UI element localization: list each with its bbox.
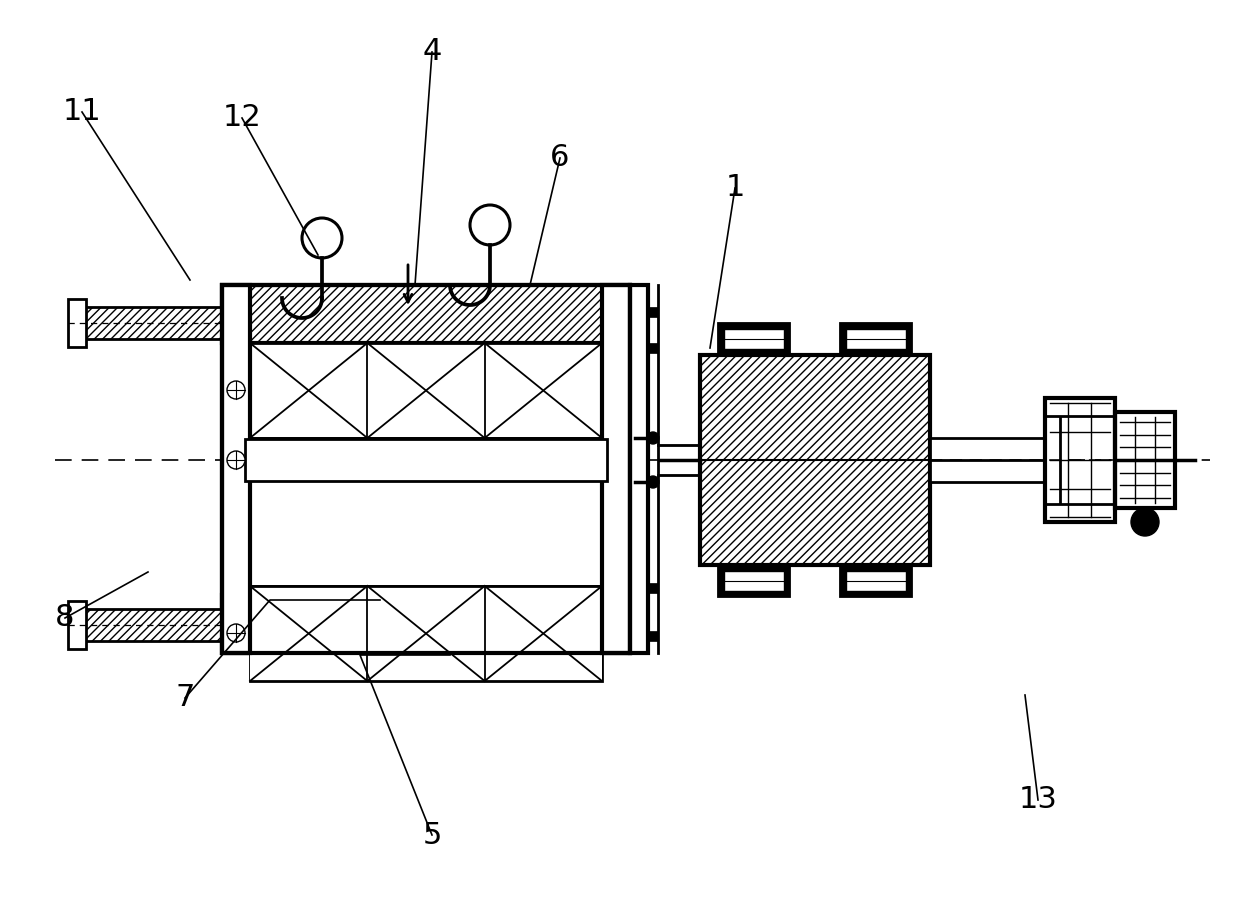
Bar (630, 285, 649, 653)
Circle shape (227, 381, 246, 399)
Bar (930, 438, 1045, 482)
Polygon shape (367, 343, 427, 438)
Bar (250, 586, 601, 681)
Circle shape (647, 432, 658, 444)
Bar (1045, 398, 1115, 522)
Bar (222, 285, 250, 653)
Bar (222, 595, 630, 653)
Bar (68, 601, 86, 649)
Text: 5: 5 (423, 821, 441, 849)
Polygon shape (427, 343, 485, 438)
Bar (601, 285, 630, 653)
Bar (69, 307, 222, 339)
Text: 13: 13 (1018, 786, 1058, 814)
Bar (724, 329, 784, 349)
Polygon shape (309, 586, 367, 681)
Text: 8: 8 (56, 604, 74, 632)
Bar (222, 285, 630, 653)
Polygon shape (367, 586, 427, 681)
Bar (250, 438, 601, 586)
Polygon shape (309, 343, 367, 438)
Bar (846, 571, 906, 591)
Bar (649, 583, 658, 593)
Bar (222, 285, 630, 343)
Bar (68, 299, 86, 347)
Circle shape (647, 476, 658, 488)
Polygon shape (427, 586, 485, 681)
Text: 4: 4 (423, 38, 441, 66)
Bar (250, 343, 601, 438)
Polygon shape (485, 343, 543, 438)
Bar (1115, 412, 1176, 508)
Bar (718, 565, 790, 597)
Circle shape (227, 451, 246, 469)
Text: 6: 6 (551, 143, 569, 173)
Bar (1045, 504, 1115, 522)
Bar (1045, 398, 1115, 416)
Bar (701, 355, 930, 565)
Bar (724, 571, 784, 591)
Bar (649, 631, 658, 641)
Text: 12: 12 (223, 104, 262, 132)
Circle shape (227, 624, 246, 642)
Bar (846, 329, 906, 349)
Polygon shape (543, 343, 601, 438)
Polygon shape (543, 586, 601, 681)
Bar (649, 343, 658, 353)
Polygon shape (250, 343, 309, 438)
Text: 11: 11 (63, 97, 102, 127)
Bar (1045, 398, 1060, 522)
Bar (839, 565, 911, 597)
Bar (649, 307, 658, 317)
Circle shape (1131, 508, 1159, 536)
Text: 1: 1 (725, 174, 745, 202)
Bar (246, 439, 608, 481)
Polygon shape (485, 586, 543, 681)
Polygon shape (250, 586, 309, 681)
Text: 7: 7 (175, 684, 195, 712)
Bar (839, 323, 911, 355)
Bar (718, 323, 790, 355)
Bar (69, 609, 222, 641)
